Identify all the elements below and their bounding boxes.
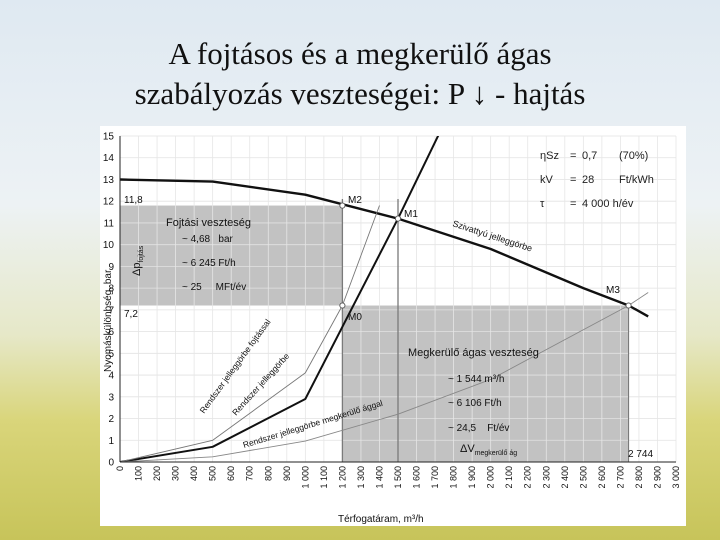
x-tick-label: 2 200 [523, 466, 533, 489]
x-tick-label: 2 600 [597, 466, 607, 489]
y-tick-label: 7 [108, 305, 114, 316]
x-tick-label: 2 800 [634, 466, 644, 489]
x-tick-label: 2 500 [578, 466, 588, 489]
x-tick-label: 2 900 [652, 466, 662, 489]
x-tick-label: 1 000 [300, 466, 310, 489]
x-tick-label: 1 300 [356, 466, 366, 489]
y-tick-label: 6 [108, 327, 114, 338]
y-value-low-label: 7,2 [124, 309, 138, 320]
throttle-loss-line-3: ~ 25 MFt/év [182, 282, 246, 293]
slide-title: A fojtásos és a megkerülő ágas szabályoz… [0, 34, 720, 114]
x-tick-label: 400 [189, 466, 199, 481]
pump-curve [120, 178, 649, 318]
x-tick-label: 0 [115, 466, 125, 471]
y-tick-label: 9 [108, 262, 114, 273]
y-tick-label: 12 [103, 197, 115, 208]
x-tick-label: 1 900 [467, 466, 477, 489]
y-tick-label: 4 [108, 371, 114, 382]
curves [120, 136, 649, 462]
throttled-system-curve [120, 205, 380, 462]
point-label-m3: M3 [606, 285, 620, 296]
param-eta-symbol: ηSz [540, 150, 559, 162]
bypass-loss-line-1: ~ 1 544 m³/h [448, 374, 504, 385]
y-tick-label: 8 [108, 284, 114, 295]
x-tick-label: 1 100 [319, 466, 329, 489]
param-eta-value: 0,7 [582, 150, 597, 162]
throttle-delta-label: Δpfojtás [131, 245, 145, 276]
param-tau-symbol: τ [540, 198, 545, 210]
point-m1 [394, 215, 402, 222]
y-tick-label: 11 [104, 218, 115, 229]
y-tick-label: 3 [108, 392, 114, 403]
x-tick-label: 1 500 [393, 466, 403, 489]
point-m3 [625, 302, 632, 309]
x-tick-label: 1 700 [430, 466, 440, 489]
y-tick-label: 1 [108, 436, 114, 447]
y-tick-label: 5 [108, 349, 114, 360]
x-tick-label: 2 400 [560, 466, 570, 489]
point-label-m1: M1 [404, 209, 418, 220]
x-tick-label: 2 000 [486, 466, 496, 489]
param-kv-eq: = [570, 174, 576, 186]
x-value-end-label: 2 744 [628, 449, 653, 460]
x-tick-label: 300 [171, 466, 181, 481]
x-tick-label: 100 [134, 466, 144, 481]
point-m0 [339, 302, 346, 309]
bypass-delta-label: ΔVmegkerülő ág [460, 443, 517, 457]
param-kv-extra: Ft/kWh [619, 174, 654, 186]
bypass-loss-line-2: ~ 6 106 Ft/h [448, 398, 502, 409]
x-tick-label: 1 600 [412, 466, 422, 489]
throttle-loss-line-2: ~ 6 245 Ft/h [182, 258, 236, 269]
y-axis-title: Nyomáskülönbség, bar [103, 269, 114, 372]
slide-title-line-2: szabályozás veszteségei: P ↓ - hajtás [134, 76, 586, 111]
x-tick-label: 1 200 [337, 466, 347, 489]
param-tau-eq: = [570, 198, 576, 210]
point-label-m2: M2 [348, 195, 362, 206]
x-tick-label: 2 100 [504, 466, 514, 489]
x-tick-label: 3 000 [671, 466, 681, 489]
y-tick-label: 13 [103, 175, 115, 186]
x-tick-label: 2 700 [615, 466, 625, 489]
svg-text:Δpfojtás: Δpfojtás [131, 245, 145, 276]
x-tick-label: 600 [226, 466, 236, 481]
x-tick-label: 900 [282, 466, 292, 481]
y-tick-label: 14 [103, 153, 115, 164]
param-kv-value: 28 [582, 174, 594, 186]
bypass-loss-line-3: ~ 24,5 Ft/év [448, 423, 509, 434]
y-tick-label: 15 [103, 132, 115, 143]
param-tau-value: 4 000 h/év [582, 198, 634, 210]
x-tick-label: 200 [152, 466, 162, 481]
y-tick-label: 10 [103, 240, 115, 251]
system-curve [120, 136, 440, 462]
x-tick-label: 700 [245, 466, 255, 481]
x-tick-label: 2 300 [541, 466, 551, 489]
point-label-m0: M0 [348, 312, 362, 323]
x-tick-label: 1 800 [449, 466, 459, 489]
param-eta-extra: (70%) [619, 150, 648, 162]
param-eta-eq: = [570, 150, 576, 162]
y-tick-label: 0 [108, 458, 114, 469]
throttle-loss-line-1: ~ 4,68 bar [182, 234, 234, 245]
point-m2 [339, 202, 346, 209]
param-kv-symbol: kV [540, 174, 554, 186]
slide-title-line-1: A fojtásos és a megkerülő ágas [168, 36, 552, 71]
x-tick-label: 800 [263, 466, 273, 481]
x-axis-title: Térfogatáram, m³/h [338, 514, 424, 525]
y-value-high-label: 11,8 [124, 195, 143, 206]
x-tick-label: 500 [208, 466, 218, 481]
pump-curve-label: Szivattyú jelleggörbe [451, 218, 533, 253]
y-tick-label: 2 [108, 414, 114, 425]
chart-card: 0 1 2 3 4 5 6 7 8 9 10 11 12 13 14 15 0 100 200 300 400 500 60… [100, 126, 686, 526]
bypass-loss-title: Megkerülő ágas veszteség [408, 347, 539, 359]
throttle-loss-title: Fojtási veszteség [166, 217, 251, 229]
x-tick-label: 1 400 [374, 466, 384, 489]
